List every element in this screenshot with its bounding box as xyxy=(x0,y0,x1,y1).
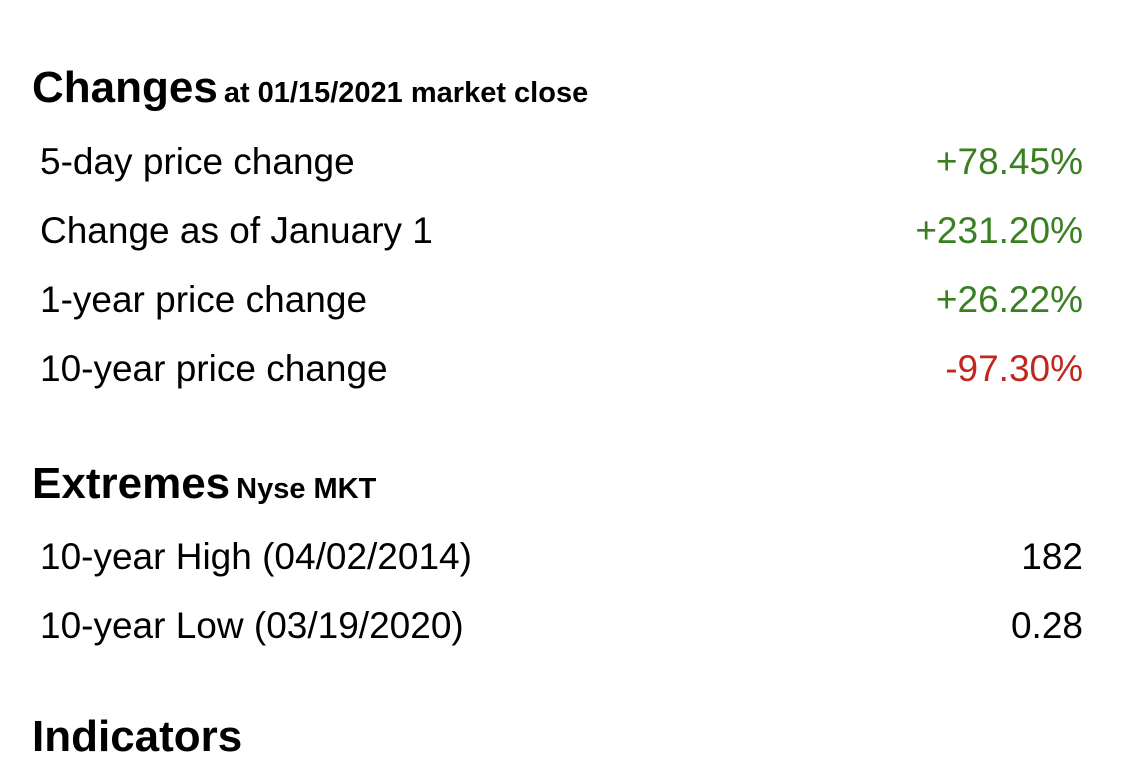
row-value: +26.22% xyxy=(935,279,1083,320)
extremes-heading: Extremes Nyse MKT xyxy=(32,459,376,514)
extreme-row-high: 10-year High (04/02/2014) 182 xyxy=(40,532,1083,582)
row-value: 0.28 xyxy=(1010,605,1083,646)
row-label: 1-year price change xyxy=(40,279,368,320)
row-label: 10-year Low (03/19/2020) xyxy=(40,605,464,646)
extremes-subtitle: Nyse MKT xyxy=(236,473,377,505)
changes-title: Changes xyxy=(32,63,218,112)
row-value: -97.30% xyxy=(945,348,1083,389)
row-label: 10-year High (04/02/2014) xyxy=(40,536,472,577)
extremes-title: Extremes xyxy=(32,459,231,508)
row-label: 5-day price change xyxy=(40,141,355,182)
row-label: Change as of January 1 xyxy=(40,210,433,251)
change-row-10-year: 10-year price change -97.30% xyxy=(40,344,1083,394)
extreme-row-low: 10-year Low (03/19/2020) 0.28 xyxy=(40,601,1083,651)
changes-heading: Changes at 01/15/2021 market close xyxy=(32,63,588,118)
row-value: +231.20% xyxy=(915,210,1083,251)
row-value: +78.45% xyxy=(935,141,1083,182)
changes-subtitle: at 01/15/2021 market close xyxy=(223,77,589,109)
change-row-1-year: 1-year price change +26.22% xyxy=(40,275,1083,325)
row-label: 10-year price change xyxy=(40,348,388,389)
change-row-ytd: Change as of January 1 +231.20% xyxy=(40,206,1083,256)
row-value: 182 xyxy=(1021,536,1083,577)
change-row-5-day: 5-day price change +78.45% xyxy=(40,137,1083,187)
indicators-heading: Indicators xyxy=(32,712,243,761)
